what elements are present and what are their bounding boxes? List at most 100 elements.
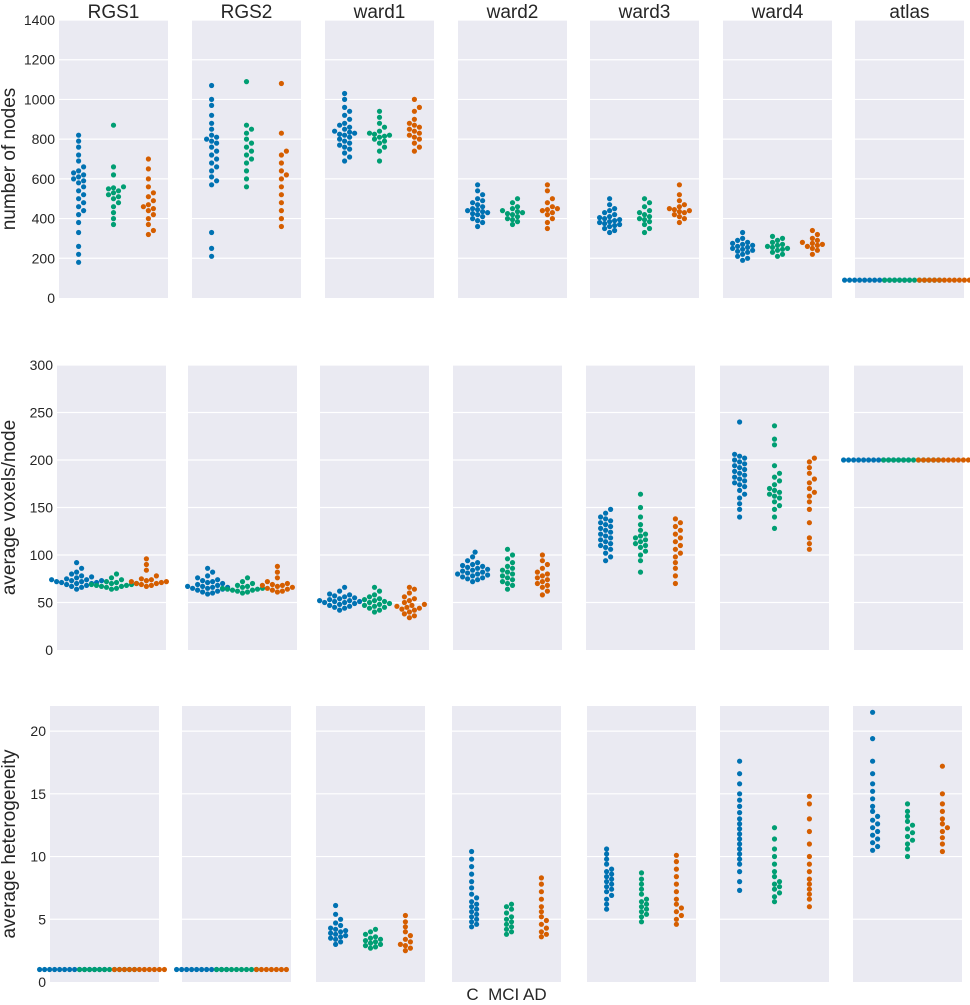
point-c bbox=[607, 223, 613, 230]
point-mci bbox=[223, 966, 230, 973]
point-mci bbox=[769, 239, 776, 245]
point-ad bbox=[544, 182, 551, 188]
point-ad bbox=[148, 582, 154, 589]
point-ad bbox=[806, 816, 813, 822]
point-mci bbox=[905, 457, 912, 463]
point-ad bbox=[278, 152, 284, 158]
point-c bbox=[469, 885, 475, 891]
point-c bbox=[603, 544, 609, 551]
point-ad bbox=[809, 251, 816, 257]
point-c bbox=[742, 466, 748, 473]
point-mci bbox=[88, 581, 95, 588]
point-ad bbox=[150, 206, 156, 212]
point-mci bbox=[503, 921, 510, 927]
y-tick-label: 600 bbox=[32, 171, 56, 187]
point-c bbox=[607, 214, 613, 220]
panel-ward4-row0 bbox=[723, 19, 832, 298]
point-c bbox=[603, 516, 609, 522]
panel-ward4-row2 bbox=[720, 706, 829, 982]
point-mci bbox=[643, 911, 650, 917]
point-c bbox=[76, 180, 82, 186]
point-mci bbox=[503, 926, 510, 932]
point-c bbox=[74, 586, 80, 592]
point-ad bbox=[676, 182, 683, 188]
panel-ward2-row1 bbox=[453, 364, 562, 650]
point-c bbox=[200, 578, 206, 584]
point-ad bbox=[397, 941, 403, 948]
point-c bbox=[597, 215, 603, 221]
point-ad bbox=[939, 828, 946, 835]
y-tick-label: 10 bbox=[30, 849, 46, 865]
point-ad bbox=[544, 582, 551, 589]
point-mci bbox=[371, 603, 378, 609]
point-ad bbox=[806, 841, 813, 847]
point-c bbox=[469, 909, 475, 915]
point-ad bbox=[150, 212, 156, 218]
point-mci bbox=[779, 246, 786, 252]
point-c bbox=[737, 781, 743, 787]
point-mci bbox=[509, 582, 516, 589]
point-c bbox=[205, 565, 211, 571]
point-c bbox=[204, 966, 210, 973]
point-c bbox=[732, 468, 738, 474]
point-c bbox=[214, 148, 220, 154]
point-ad bbox=[549, 204, 556, 210]
point-ad bbox=[806, 535, 813, 541]
point-mci bbox=[514, 196, 521, 202]
point-mci bbox=[366, 605, 373, 611]
y-axis-label-heterogeneity: average heterogeneity bbox=[0, 749, 20, 939]
point-mci bbox=[376, 588, 383, 594]
point-ad bbox=[544, 212, 551, 218]
point-c bbox=[485, 566, 491, 572]
point-c bbox=[343, 933, 349, 939]
point-ad bbox=[402, 943, 408, 949]
point-c bbox=[199, 966, 205, 973]
point-mci bbox=[93, 582, 100, 589]
point-c bbox=[608, 546, 614, 552]
point-ad bbox=[121, 966, 127, 973]
panel-RGS1-row2 bbox=[37, 706, 167, 982]
point-c bbox=[737, 826, 743, 832]
y-tick-label: 250 bbox=[30, 405, 54, 421]
point-ad bbox=[151, 966, 157, 973]
point-c bbox=[84, 582, 90, 589]
point-ad bbox=[411, 596, 417, 602]
point-c bbox=[598, 537, 604, 543]
point-c bbox=[737, 856, 743, 862]
point-c bbox=[57, 966, 63, 973]
point-c bbox=[875, 836, 881, 842]
point-c bbox=[69, 578, 75, 584]
point-mci bbox=[376, 607, 383, 613]
point-c bbox=[870, 803, 876, 810]
point-ad bbox=[411, 96, 417, 102]
point-mci bbox=[243, 136, 250, 142]
point-c bbox=[612, 212, 618, 218]
point-c bbox=[195, 587, 201, 593]
panel-background bbox=[59, 20, 168, 298]
point-mci bbox=[514, 204, 521, 210]
point-ad bbox=[402, 924, 408, 930]
point-mci bbox=[771, 493, 778, 499]
point-c bbox=[455, 571, 461, 577]
point-c bbox=[870, 709, 876, 715]
point-c bbox=[737, 869, 743, 875]
point-mci bbox=[371, 609, 378, 615]
point-ad bbox=[676, 204, 683, 210]
point-ad bbox=[150, 198, 156, 204]
point-c bbox=[209, 138, 215, 144]
point-c bbox=[609, 866, 615, 872]
point-c bbox=[470, 554, 476, 560]
point-ad bbox=[806, 520, 813, 526]
point-ad bbox=[111, 966, 117, 973]
point-ad bbox=[401, 611, 407, 617]
point-mci bbox=[386, 600, 393, 607]
point-mci bbox=[381, 124, 388, 130]
point-mci bbox=[504, 211, 511, 217]
point-c bbox=[480, 209, 486, 215]
point-ad bbox=[806, 876, 813, 882]
point-c bbox=[342, 104, 348, 110]
point-ad bbox=[806, 869, 813, 875]
point-c bbox=[327, 591, 333, 597]
point-mci bbox=[504, 556, 511, 562]
point-c bbox=[480, 575, 486, 581]
